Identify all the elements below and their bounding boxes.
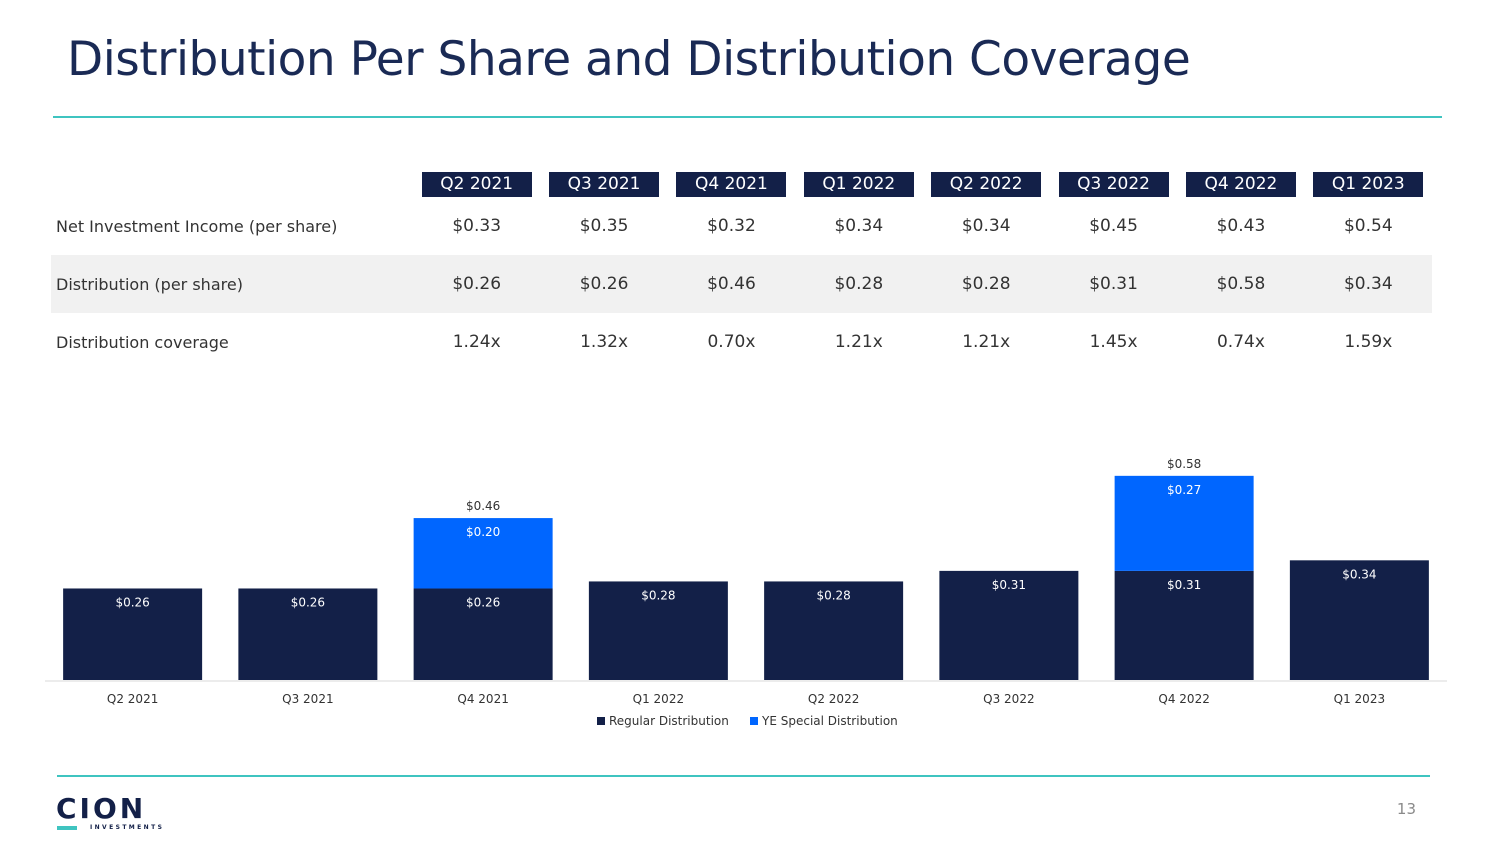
bar-regular xyxy=(413,588,553,680)
table-cell: 1.21x xyxy=(962,332,1011,352)
distribution-bar-chart: $0.26 Q2 2021 $0.26 Q3 2021 $0.26 $0.20 $0.46 Q… xyxy=(45,457,1447,728)
legend-label: YE Special Distribution xyxy=(761,714,898,728)
quarter-header: Q1 2022 xyxy=(803,171,914,197)
quarter-header: Q3 2022 xyxy=(1058,171,1169,197)
table-header-row: Q2 2021 Q3 2021 Q4 2021 Q1 2022 Q2 2022 … xyxy=(51,171,1432,197)
header-cell: Q1 2022 xyxy=(795,171,922,197)
x-tick-label: Q1 2022 xyxy=(633,692,684,706)
table-cell: $0.54 xyxy=(1343,216,1393,236)
bar-special xyxy=(1114,475,1254,571)
legend-swatch xyxy=(750,717,758,725)
table-cell: $0.26 xyxy=(540,255,668,313)
bar-value-label: $0.26 xyxy=(291,595,325,609)
quarter-header: Q4 2022 xyxy=(1185,171,1296,197)
table-cell: 1.45x xyxy=(1089,332,1138,352)
bar-total-label: $0.58 xyxy=(1167,457,1201,471)
header-cell: Q1 2023 xyxy=(1305,171,1432,197)
bar-regular xyxy=(764,581,904,680)
bar-regular xyxy=(63,588,203,680)
table-row-coverage: Distribution coverage 1.24x 1.32x 0.70x … xyxy=(51,313,1432,371)
table-cell: $0.43 xyxy=(1216,216,1266,236)
bar-total-label: $0.46 xyxy=(466,499,500,513)
bar-regular xyxy=(588,581,728,680)
header-cell: Q2 2022 xyxy=(923,171,1050,197)
bar-value-label: $0.34 xyxy=(1342,567,1376,581)
table-cell: 1.59x xyxy=(1344,332,1393,352)
x-tick-label: Q3 2021 xyxy=(282,692,333,706)
x-tick-label: Q1 2023 xyxy=(1334,692,1385,706)
x-tick-label: Q4 2022 xyxy=(1158,692,1209,706)
quarter-header: Q2 2021 xyxy=(421,171,532,197)
cion-logo: CION INVESTMENTS xyxy=(56,792,162,832)
logo-accent-bar xyxy=(57,826,77,830)
table-cell: $0.33 xyxy=(452,216,502,236)
table-cell: $0.32 xyxy=(707,216,756,236)
header-cell: Q4 2021 xyxy=(668,171,795,197)
table-cell: 0.70x xyxy=(707,332,756,352)
row-label: Distribution coverage xyxy=(56,332,229,352)
footer-divider xyxy=(57,775,1430,777)
bar-value-label: $0.31 xyxy=(992,578,1026,592)
quarter-header: Q3 2021 xyxy=(549,171,660,197)
table-cell: $0.45 xyxy=(1089,216,1138,236)
page-title: Distribution Per Share and Distribution … xyxy=(67,32,1191,87)
bar-regular xyxy=(939,570,1079,680)
table-row-nii: Net Investment Income (per share) $0.33 … xyxy=(51,197,1432,255)
x-tick-label: Q2 2021 xyxy=(107,692,158,706)
table-cell: $0.31 xyxy=(1049,255,1178,313)
table-cell: $0.46 xyxy=(667,255,796,313)
x-tick-label: Q4 2021 xyxy=(457,692,508,706)
table-cell: $0.35 xyxy=(579,216,629,236)
table-cell: 0.74x xyxy=(1216,332,1265,352)
header-cell: Q3 2021 xyxy=(540,171,667,197)
quarter-header: Q1 2023 xyxy=(1313,171,1424,197)
table-row-distribution: Distribution (per share) $0.26 $0.26 $0.… xyxy=(51,255,1432,313)
table-cell: 1.32x xyxy=(580,332,629,352)
legend-swatch xyxy=(597,717,605,725)
table-cell: $0.28 xyxy=(922,255,1050,313)
quarter-header: Q4 2021 xyxy=(676,171,787,197)
metrics-table: Q2 2021 Q3 2021 Q4 2021 Q1 2022 Q2 2022 … xyxy=(51,171,1432,371)
table-cell: $0.34 xyxy=(834,216,884,236)
table-cell: $0.34 xyxy=(961,216,1011,236)
logo-wordmark: CION xyxy=(56,792,147,825)
table-cell: $0.34 xyxy=(1304,255,1432,313)
bar-regular xyxy=(238,588,378,680)
bar-value-label: $0.28 xyxy=(641,588,675,602)
row-label: Distribution (per share) xyxy=(51,255,413,313)
logo-subtext: INVESTMENTS xyxy=(90,824,165,831)
x-tick-label: Q3 2022 xyxy=(983,692,1034,706)
quarter-header: Q2 2022 xyxy=(931,171,1042,197)
table-cell: 1.24x xyxy=(452,332,501,352)
table-cell: $0.58 xyxy=(1177,255,1305,313)
x-tick-label: Q2 2022 xyxy=(808,692,859,706)
header-cell: Q2 2021 xyxy=(413,171,540,197)
bar-value-label: $0.26 xyxy=(115,595,149,609)
legend-label: Regular Distribution xyxy=(609,714,729,728)
header-cell: Q4 2022 xyxy=(1177,171,1304,197)
header-cell: Q3 2022 xyxy=(1050,171,1177,197)
bar-value-label: $0.27 xyxy=(1167,483,1201,497)
bar-value-label: $0.20 xyxy=(466,525,500,539)
table-cell: 1.21x xyxy=(834,332,883,352)
row-label: Net Investment Income (per share) xyxy=(56,216,338,236)
bar-regular xyxy=(1114,570,1254,680)
bar-value-label: $0.31 xyxy=(1167,578,1201,592)
title-divider xyxy=(53,116,1442,118)
table-cell: $0.28 xyxy=(795,255,923,313)
page-number: 13 xyxy=(1396,800,1416,818)
bar-regular xyxy=(1289,560,1429,680)
table-cell: $0.26 xyxy=(413,255,541,313)
bar-special xyxy=(413,518,553,589)
bar-value-label: $0.28 xyxy=(816,588,850,602)
bar-value-label: $0.26 xyxy=(466,595,500,609)
header-blank-cell xyxy=(51,171,413,197)
